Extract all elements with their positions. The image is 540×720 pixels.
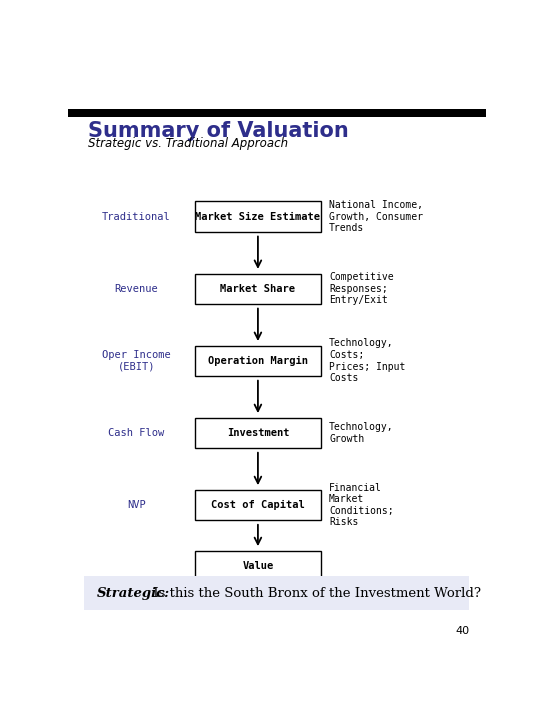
Text: Competitive
Responses;
Entry/Exit: Competitive Responses; Entry/Exit (329, 272, 394, 305)
Text: Market Share: Market Share (220, 284, 295, 294)
Text: Financial
Market
Conditions;
Risks: Financial Market Conditions; Risks (329, 482, 394, 527)
FancyBboxPatch shape (195, 202, 321, 232)
Text: NVP: NVP (127, 500, 146, 510)
Text: Investment: Investment (227, 428, 289, 438)
FancyBboxPatch shape (195, 346, 321, 376)
Text: Technology,
Growth: Technology, Growth (329, 422, 394, 444)
Text: Market Size Estimate: Market Size Estimate (195, 212, 320, 222)
Text: Traditional: Traditional (102, 212, 171, 222)
Text: Cash Flow: Cash Flow (109, 428, 165, 438)
Text: Is this the South Bronx of the Investment World?: Is this the South Bronx of the Investmen… (149, 587, 481, 600)
Text: Technology,
Costs;
Prices; Input
Costs: Technology, Costs; Prices; Input Costs (329, 338, 406, 383)
Text: Operation Margin: Operation Margin (208, 356, 308, 366)
Text: Oper Income
(EBIT): Oper Income (EBIT) (102, 350, 171, 372)
FancyBboxPatch shape (195, 551, 321, 581)
Text: National Income,
Growth, Consumer
Trends: National Income, Growth, Consumer Trends (329, 200, 423, 233)
Text: Value: Value (242, 561, 274, 571)
Text: Revenue: Revenue (114, 284, 158, 294)
FancyBboxPatch shape (195, 274, 321, 304)
FancyBboxPatch shape (195, 418, 321, 448)
Text: Strategic vs. Traditional Approach: Strategic vs. Traditional Approach (89, 138, 288, 150)
Text: 40: 40 (455, 626, 469, 636)
FancyBboxPatch shape (68, 109, 486, 117)
FancyBboxPatch shape (84, 576, 469, 611)
FancyBboxPatch shape (195, 490, 321, 521)
Text: Summary of Valuation: Summary of Valuation (89, 121, 349, 141)
Text: Cost of Capital: Cost of Capital (211, 500, 305, 510)
Text: Strategic:: Strategic: (97, 587, 170, 600)
